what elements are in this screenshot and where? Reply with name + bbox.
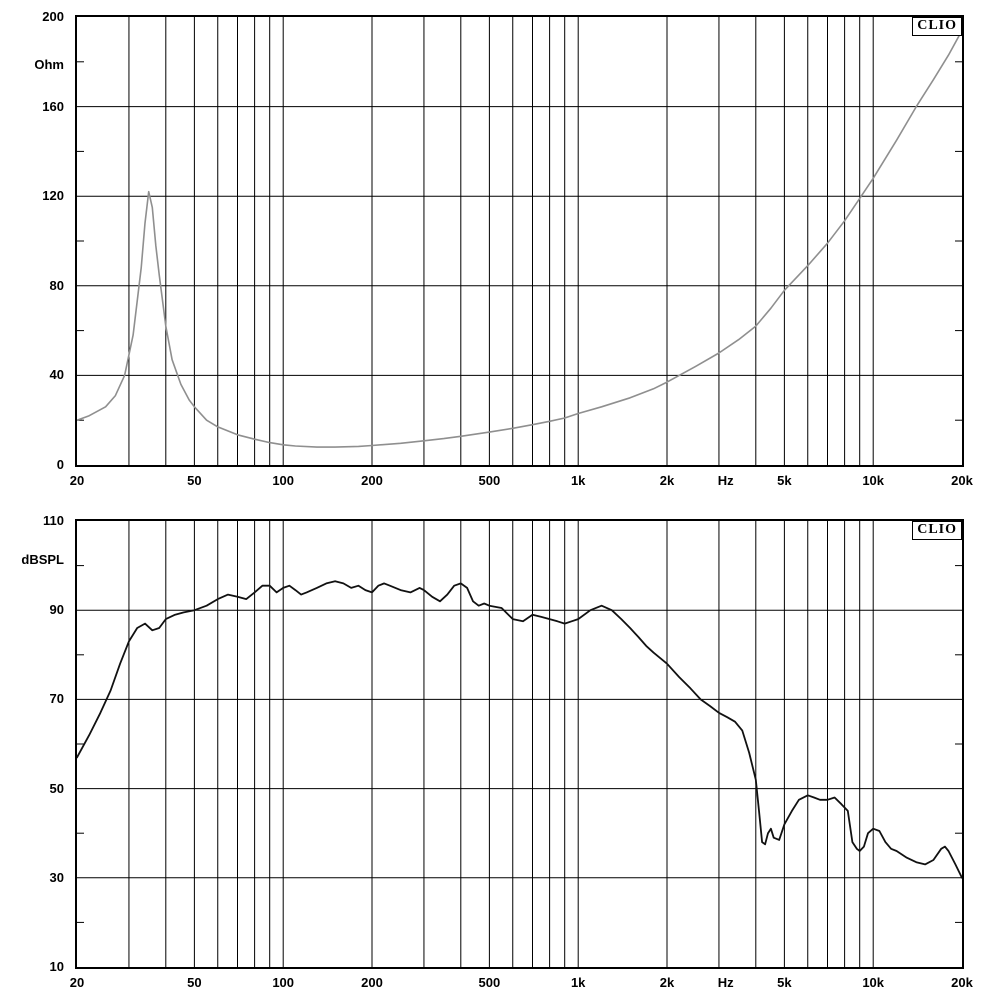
x-tick-label: 1k xyxy=(570,975,586,990)
y-tick-label: 80 xyxy=(49,277,64,293)
x-tick-label: 200 xyxy=(361,975,383,990)
x-axis-unit-label: Hz xyxy=(717,473,734,488)
x-tick-label: 500 xyxy=(478,473,501,488)
x-tick-label: 20 xyxy=(69,975,85,990)
x-tick-label: 200 xyxy=(361,473,383,488)
clio-logo: CLIO xyxy=(912,17,962,36)
x-tick-label: 100 xyxy=(272,975,295,990)
y-tick-label: 70 xyxy=(49,691,64,707)
y-tick-label: 110 xyxy=(43,513,64,528)
impedance-plot-svg xyxy=(77,17,962,465)
x-tick-label: 10k xyxy=(862,473,885,488)
spl-chart: dBSPL CLIO 110 90 70 50 30 10 20 50 100 200 500 1k 2… xyxy=(0,513,1000,1000)
x-axis-unit-label: Hz xyxy=(717,975,734,990)
y-tick-label: 0 xyxy=(56,457,64,472)
spl-plot-area: CLIO xyxy=(75,519,964,969)
y-tick-label: 50 xyxy=(49,780,64,796)
x-tick-label: 50 xyxy=(187,473,202,488)
clio-logo: CLIO xyxy=(912,521,962,540)
x-tick-label: 20 xyxy=(69,473,85,488)
x-tick-label: 100 xyxy=(272,473,295,488)
y-tick-label: 120 xyxy=(42,188,64,204)
y-tick-label: 40 xyxy=(49,367,64,383)
x-tick-label: 50 xyxy=(187,975,202,990)
frequency-response-curve xyxy=(77,580,962,879)
y-tick-label: 160 xyxy=(42,98,64,114)
y-tick-label: 30 xyxy=(49,869,64,885)
x-tick-label: 20k xyxy=(951,473,973,488)
impedance-chart: Ohm CLIO 200 160 120 80 40 0 20 50 100 200 500 1k 2k… xyxy=(0,9,1000,510)
x-tick-label: 10k xyxy=(862,975,885,990)
y-tick-label: 90 xyxy=(49,602,64,618)
x-tick-label: 500 xyxy=(478,975,501,990)
x-tick-label: 5k xyxy=(777,473,792,488)
y-tick-label: 10 xyxy=(49,959,64,974)
impedance-plot-area: CLIO xyxy=(75,15,964,467)
x-tick-label: 20k xyxy=(951,975,973,990)
x-tick-label: 2k xyxy=(659,473,675,488)
y-tick-label: 200 xyxy=(42,9,64,24)
x-tick-label: 1k xyxy=(570,473,586,488)
impedance-curve xyxy=(77,29,962,448)
y-axis-unit-label: dBSPL xyxy=(21,552,64,567)
spl-plot-svg xyxy=(77,521,962,967)
x-tick-label: 2k xyxy=(659,975,675,990)
y-axis-unit-label: Ohm xyxy=(34,57,64,72)
x-tick-label: 5k xyxy=(777,975,792,990)
